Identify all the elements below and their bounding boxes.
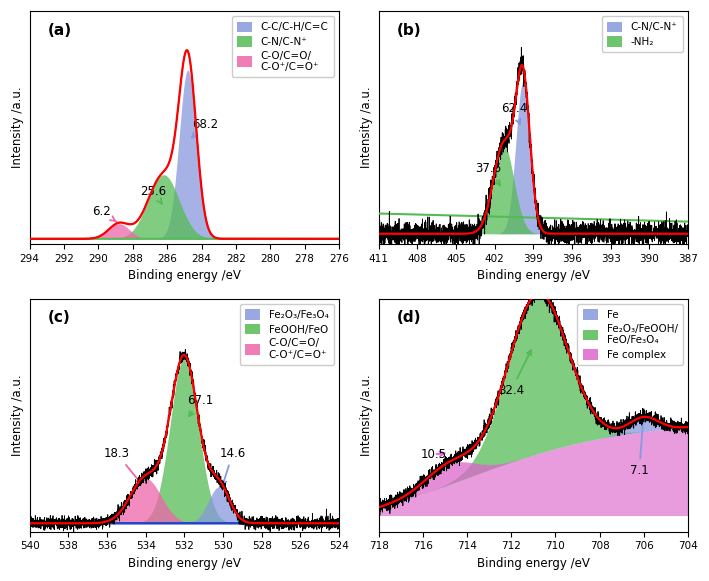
Text: (d): (d) bbox=[397, 310, 422, 325]
Text: (c): (c) bbox=[48, 310, 71, 325]
X-axis label: Binding energy /eV: Binding energy /eV bbox=[128, 557, 241, 570]
Text: 18.3: 18.3 bbox=[104, 447, 140, 483]
Text: 37.6: 37.6 bbox=[475, 163, 501, 185]
Text: (a): (a) bbox=[48, 23, 72, 38]
Text: 6.2: 6.2 bbox=[92, 205, 116, 222]
Legend: C-N/C-N⁺, -NH₂: C-N/C-N⁺, -NH₂ bbox=[602, 16, 683, 52]
Text: 68.2: 68.2 bbox=[192, 117, 218, 138]
Y-axis label: Intensity /a.u.: Intensity /a.u. bbox=[11, 374, 24, 456]
Text: 7.1: 7.1 bbox=[630, 417, 649, 477]
Text: 82.4: 82.4 bbox=[498, 350, 531, 397]
Legend: C-C/C-H/C=C, C-N/C-N⁺, C-O/C=O/
C-O⁺/C=O⁺: C-C/C-H/C=C, C-N/C-N⁺, C-O/C=O/ C-O⁺/C=O… bbox=[232, 16, 334, 77]
Text: 14.6: 14.6 bbox=[220, 447, 246, 486]
Text: 62.4: 62.4 bbox=[501, 102, 527, 124]
Y-axis label: Intensity /a.u.: Intensity /a.u. bbox=[360, 87, 373, 168]
Y-axis label: Intensity /a.u.: Intensity /a.u. bbox=[360, 374, 373, 456]
Text: 10.5: 10.5 bbox=[421, 448, 447, 461]
Legend: Fe₂O₃/Fe₃O₄, FeOOH/FeO, C-O/C=O/
C-O⁺/C=O⁺: Fe₂O₃/Fe₃O₄, FeOOH/FeO, C-O/C=O/ C-O⁺/C=… bbox=[240, 304, 334, 365]
X-axis label: Binding energy /eV: Binding energy /eV bbox=[477, 557, 590, 570]
Text: 67.1: 67.1 bbox=[186, 394, 213, 416]
Y-axis label: Intensity /a.u.: Intensity /a.u. bbox=[11, 87, 24, 168]
Text: 25.6: 25.6 bbox=[140, 185, 167, 204]
Text: (b): (b) bbox=[397, 23, 422, 38]
Legend: Fe, Fe₂O₃/FeOOH/
FeO/Fe₃O₄, Fe complex: Fe, Fe₂O₃/FeOOH/ FeO/Fe₃O₄, Fe complex bbox=[577, 304, 683, 365]
X-axis label: Binding energy /eV: Binding energy /eV bbox=[128, 269, 241, 282]
X-axis label: Binding energy /eV: Binding energy /eV bbox=[477, 269, 590, 282]
